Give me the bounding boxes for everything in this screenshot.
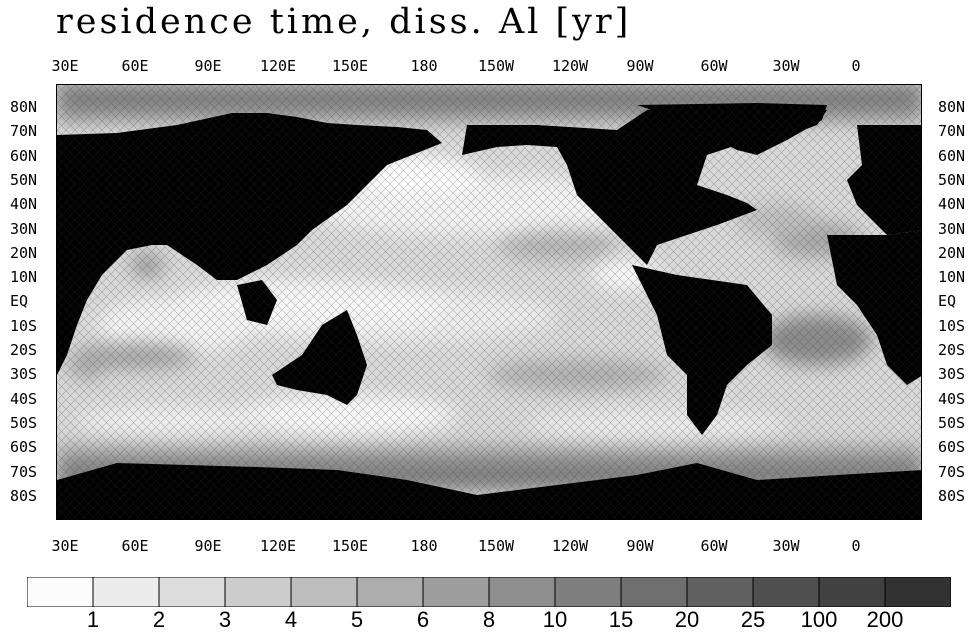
right-lat-tick-label-4: 40N <box>938 195 966 214</box>
right-lat-tick-label-12: 40S <box>938 389 966 408</box>
right-lat-tick-label-3: 50N <box>938 170 966 189</box>
colorbar-label-12: 200 <box>866 607 904 632</box>
bottom-lon-tick-label-8: 90W <box>626 537 654 555</box>
right-lat-tick-label-2: 60N <box>938 146 966 165</box>
top-lon-tick-label-8: 90W <box>626 57 654 75</box>
bottom-lon-tick-label-9: 60W <box>700 537 728 555</box>
bottom-lon-tick-label-10: 30W <box>772 537 800 555</box>
colorbar-label-8: 15 <box>608 607 634 632</box>
colorbar-swatch-9 <box>620 577 688 607</box>
left-lat-tick-label-3: 50N <box>10 170 38 189</box>
right-lat-tick-label-7: 10N <box>938 268 966 287</box>
right-lat-tick-label-11: 30S <box>938 365 966 384</box>
bottom-lon-tick-label-7: 120W <box>551 537 589 555</box>
land-hatch-overlay <box>57 85 921 519</box>
top-lon-tick-label-10: 30W <box>772 57 800 75</box>
top-lon-tick-label-5: 180 <box>410 57 438 75</box>
colorbar-label-11: 100 <box>800 607 838 632</box>
left-lat-tick-label-14: 60S <box>10 438 38 457</box>
colorbar-label-1: 2 <box>152 607 166 632</box>
left-lat-tick-label-4: 40N <box>10 195 38 214</box>
bottom-lon-tick-label-11: 0 <box>851 537 861 555</box>
bottom-lon-tick-label-6: 150W <box>477 537 515 555</box>
left-lat-tick-label-0: 80N <box>10 98 38 116</box>
left-lat-tick-label-13: 50S <box>10 413 38 432</box>
colorbar-label-6: 8 <box>482 607 496 632</box>
colorbar-label-0: 1 <box>86 607 100 632</box>
left-lat-tick-label-10: 20S <box>10 341 38 359</box>
colorbar-label-3: 4 <box>284 607 298 632</box>
top-lon-tick-label-4: 150E <box>331 57 369 75</box>
colorbar-swatch-0 <box>27 577 94 607</box>
right-lat-tick-label-8: EQ <box>938 292 957 311</box>
bottom-lon-tick-label-2: 90E <box>194 537 222 555</box>
colorbar-label-5: 6 <box>416 607 430 632</box>
colorbar-label-4: 5 <box>350 607 364 632</box>
colorbar-swatch-2 <box>158 577 226 607</box>
colorbar-label-9: 20 <box>674 607 700 632</box>
colorbar-label-10: 25 <box>740 607 766 632</box>
colorbar-swatch-6 <box>422 577 490 607</box>
left-lat-tick-label-16: 80S <box>10 486 38 505</box>
right-lat-tick-label-16: 80S <box>938 486 966 505</box>
colorbar <box>27 577 951 607</box>
right-lat-tick-label-1: 70N <box>938 122 966 141</box>
colorbar-swatch-8 <box>554 577 622 607</box>
residence-time-map <box>56 84 922 520</box>
colorbar-label-7: 10 <box>542 607 568 632</box>
left-lat-tick-label-11: 30S <box>10 365 38 384</box>
right-lat-tick-label-0: 80N <box>938 98 966 116</box>
bottom-lon-tick-label-4: 150E <box>331 537 369 555</box>
colorbar-swatch-12 <box>818 577 886 607</box>
left-lat-tick-label-8: EQ <box>10 292 29 311</box>
left-lat-tick-label-12: 40S <box>10 389 38 408</box>
left-lat-tick-label-9: 10S <box>10 316 38 335</box>
bottom-lon-tick-label-1: 60E <box>121 537 149 555</box>
map-title: residence time, diss. Al [yr] <box>56 2 632 42</box>
top-lon-tick-label-7: 120W <box>551 57 589 75</box>
top-lon-tick-label-0: 30E <box>51 57 79 75</box>
top-lon-tick-label-3: 120E <box>259 57 297 75</box>
left-lat-tick-label-15: 70S <box>10 462 38 481</box>
top-lon-tick-label-11: 0 <box>851 57 861 75</box>
right-lat-tick-label-9: 10S <box>938 316 966 335</box>
top-lon-tick-label-6: 150W <box>477 57 515 75</box>
bottom-lon-tick-label-5: 180 <box>410 537 438 555</box>
right-lat-tick-label-6: 20N <box>938 243 966 262</box>
colorbar-swatch-11 <box>752 577 820 607</box>
left-lat-tick-label-7: 10N <box>10 268 38 287</box>
colorbar-swatch-4 <box>290 577 358 607</box>
left-lat-tick-label-1: 70N <box>10 122 38 141</box>
right-lat-tick-label-13: 50S <box>938 413 966 432</box>
left-lat-tick-label-6: 20N <box>10 243 38 262</box>
colorbar-swatch-3 <box>224 577 292 607</box>
colorbar-swatch-1 <box>92 577 160 607</box>
colorbar-swatch-10 <box>686 577 754 607</box>
left-lat-tick-label-5: 30N <box>10 219 38 238</box>
colorbar-label-2: 3 <box>218 607 232 632</box>
map-canvas <box>57 85 921 519</box>
colorbar-swatch-13 <box>884 577 951 607</box>
right-lat-tick-label-14: 60S <box>938 438 966 457</box>
bottom-lon-tick-label-0: 30E <box>51 537 79 555</box>
colorbar-swatch-5 <box>356 577 424 607</box>
top-lon-tick-label-2: 90E <box>194 57 222 75</box>
top-lon-tick-label-9: 60W <box>700 57 728 75</box>
bottom-lon-tick-label-3: 120E <box>259 537 297 555</box>
top-lon-tick-label-1: 60E <box>121 57 149 75</box>
right-lat-tick-label-10: 20S <box>938 341 966 359</box>
colorbar-swatch-7 <box>488 577 556 607</box>
left-lat-tick-label-2: 60N <box>10 146 38 165</box>
right-lat-tick-label-5: 30N <box>938 219 966 238</box>
right-lat-tick-label-15: 70S <box>938 462 966 481</box>
